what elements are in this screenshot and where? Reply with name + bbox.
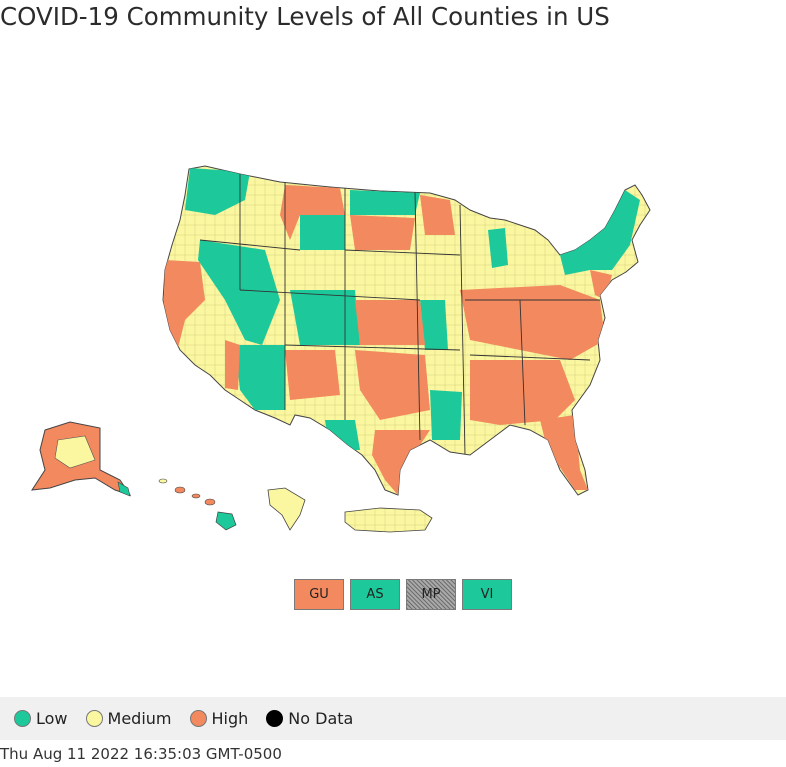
legend-label-low: Low bbox=[36, 709, 68, 728]
territory-outline bbox=[267, 487, 306, 531]
no-data-swatch-icon bbox=[266, 710, 284, 727]
legend-label-high: High bbox=[211, 709, 249, 728]
map-legend: Low Medium High No Data bbox=[0, 697, 786, 740]
alaska bbox=[31, 421, 132, 497]
high-swatch-icon bbox=[189, 710, 207, 727]
timestamp: Thu Aug 11 2022 16:35:03 GMT-0500 bbox=[0, 745, 282, 763]
territory-buttons: GU AS MP VI bbox=[294, 579, 512, 612]
territory-mp[interactable]: MP bbox=[406, 579, 456, 610]
legend-low: Low bbox=[14, 709, 68, 728]
hawaii bbox=[158, 478, 237, 531]
territory-gu[interactable]: GU bbox=[294, 579, 344, 610]
legend-high: High bbox=[189, 709, 249, 728]
continental-us bbox=[162, 165, 651, 496]
legend-label-medium: Medium bbox=[107, 709, 172, 728]
map-title: COVID-19 Community Levels of All Countie… bbox=[0, 2, 610, 31]
us-county-map[interactable] bbox=[0, 0, 786, 560]
legend-medium: Medium bbox=[85, 709, 172, 728]
territory-as[interactable]: AS bbox=[350, 579, 400, 610]
medium-swatch-icon bbox=[85, 710, 103, 727]
territory-vi[interactable]: VI bbox=[462, 579, 512, 610]
low-swatch-icon bbox=[14, 710, 31, 727]
legend-no-data: No Data bbox=[266, 709, 353, 728]
legend-label-no-data: No Data bbox=[288, 709, 354, 728]
puerto-rico bbox=[344, 507, 433, 533]
